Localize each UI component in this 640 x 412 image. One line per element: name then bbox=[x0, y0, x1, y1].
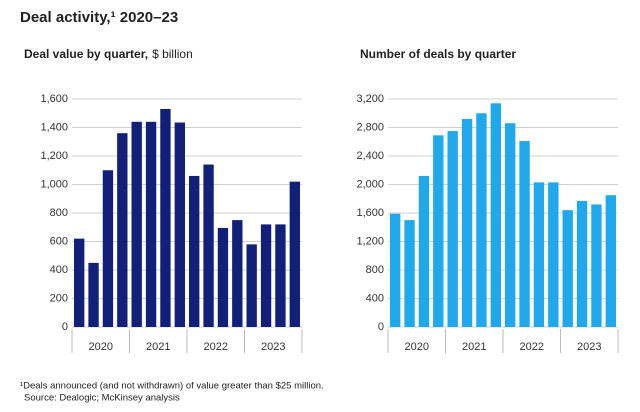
bar bbox=[88, 262, 99, 327]
bar bbox=[562, 210, 573, 327]
bar bbox=[476, 113, 487, 327]
bar bbox=[260, 224, 272, 327]
bar bbox=[605, 195, 616, 327]
x-group-label: 2022 bbox=[520, 341, 544, 353]
bar bbox=[131, 121, 142, 327]
y-tick-label: 2,400 bbox=[356, 150, 384, 162]
y-tick-label: 800 bbox=[366, 264, 384, 276]
x-group-label: 2020 bbox=[89, 341, 113, 353]
page-title: Deal activity,¹ 2020–23 bbox=[20, 9, 178, 26]
bar bbox=[404, 220, 415, 327]
x-group-label: 2020 bbox=[405, 341, 429, 353]
bar bbox=[289, 181, 300, 327]
bar bbox=[433, 135, 444, 327]
y-tick-label: 1,200 bbox=[356, 235, 384, 247]
y-tick-label: 2,800 bbox=[356, 121, 384, 133]
bar bbox=[390, 213, 401, 327]
y-tick-label: 1,200 bbox=[40, 150, 68, 162]
y-tick-label: 1,000 bbox=[40, 178, 68, 190]
y-tick-label: 0 bbox=[62, 321, 68, 333]
y-tick-label: 800 bbox=[50, 207, 68, 219]
y-tick-label: 1,600 bbox=[356, 207, 384, 219]
bar bbox=[447, 131, 458, 327]
x-group-label: 2021 bbox=[462, 341, 486, 353]
bar bbox=[174, 122, 185, 327]
bar bbox=[519, 141, 530, 327]
unit-label: $ billion bbox=[152, 47, 193, 61]
x-group-label: 2023 bbox=[577, 341, 601, 353]
x-group-label: 2023 bbox=[261, 341, 285, 353]
bar bbox=[203, 164, 214, 327]
bar bbox=[548, 182, 559, 327]
bar bbox=[74, 238, 85, 327]
bar bbox=[145, 121, 157, 327]
y-tick-label: 3,200 bbox=[356, 93, 384, 105]
bar bbox=[490, 103, 501, 328]
bar bbox=[160, 108, 171, 327]
y-tick-label: 1,600 bbox=[40, 93, 68, 105]
bar bbox=[275, 224, 286, 327]
bar bbox=[576, 200, 588, 327]
y-tick-label: 400 bbox=[50, 264, 68, 276]
bar bbox=[217, 227, 229, 327]
bar bbox=[232, 220, 243, 327]
bar bbox=[102, 170, 114, 327]
y-tick-label: 0 bbox=[378, 321, 384, 333]
bar bbox=[418, 175, 430, 327]
chart-title: Number of deals by quarter bbox=[360, 47, 516, 61]
footnote: ¹Deals announced (and not withdrawn) of … bbox=[20, 381, 324, 392]
footnote: Source: Dealogic; McKinsey analysis bbox=[24, 393, 180, 404]
y-tick-label: 1,400 bbox=[40, 121, 68, 133]
y-tick-label: 400 bbox=[366, 292, 384, 304]
y-tick-label: 2,000 bbox=[356, 178, 384, 190]
bar bbox=[246, 244, 257, 327]
bar bbox=[591, 204, 602, 327]
chart-title: Deal value by quarter, bbox=[24, 47, 148, 61]
bar bbox=[505, 123, 516, 327]
y-tick-label: 200 bbox=[50, 292, 68, 304]
bar bbox=[117, 133, 128, 327]
x-group-label: 2021 bbox=[146, 341, 170, 353]
x-group-label: 2022 bbox=[204, 341, 228, 353]
y-tick-label: 600 bbox=[50, 235, 68, 247]
bar bbox=[189, 175, 200, 327]
bar bbox=[533, 182, 545, 327]
bar bbox=[461, 118, 473, 327]
